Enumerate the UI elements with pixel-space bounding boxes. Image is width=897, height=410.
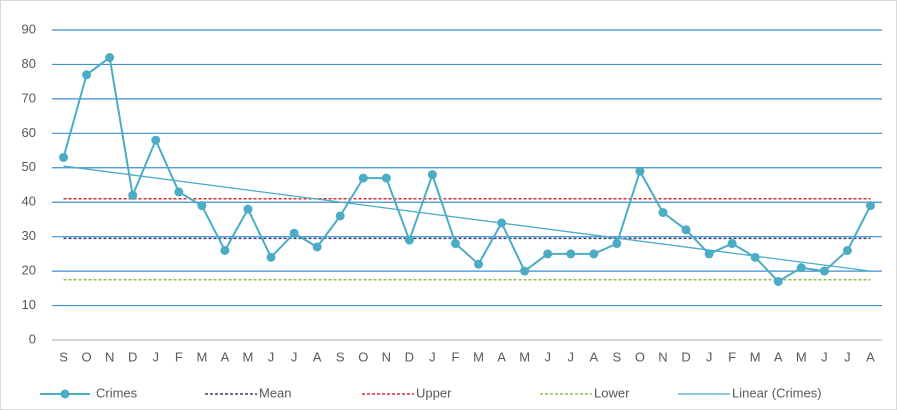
data-point (773, 276, 783, 286)
data-point (819, 266, 829, 276)
x-tick-label: J (706, 349, 713, 364)
data-point (727, 239, 737, 249)
x-tick-label: M (796, 349, 807, 364)
x-tick-label: J (821, 349, 828, 364)
data-point (335, 211, 345, 221)
x-tick-label: J (153, 349, 160, 364)
x-tick-label: A (866, 349, 875, 364)
data-point (427, 170, 437, 180)
x-tick-label: M (519, 349, 530, 364)
data-point (59, 152, 69, 162)
data-point (174, 187, 184, 197)
data-point (612, 239, 622, 249)
y-tick-label: 60 (22, 125, 36, 140)
x-tick-label: J (291, 349, 298, 364)
x-tick-label: N (105, 349, 114, 364)
x-tick-label: S (336, 349, 345, 364)
legend-label: Crimes (96, 385, 138, 400)
x-tick-label: F (175, 349, 183, 364)
data-point (289, 228, 299, 238)
data-point (796, 263, 806, 273)
y-tick-label: 0 (29, 331, 36, 346)
data-point (381, 173, 391, 183)
x-tick-label: N (382, 349, 391, 364)
data-point (404, 235, 414, 245)
y-tick-label: 30 (22, 228, 36, 243)
x-tick-label: D (405, 349, 414, 364)
x-tick-label: F (728, 349, 736, 364)
x-tick-label: A (313, 349, 322, 364)
data-point (243, 204, 253, 214)
data-point (220, 245, 230, 255)
x-tick-label: D (128, 349, 137, 364)
x-tick-label: J (544, 349, 551, 364)
data-point (750, 252, 760, 262)
data-point (497, 218, 507, 228)
data-point (474, 259, 484, 269)
x-tick-label: J (429, 349, 436, 364)
legend-label: Linear (Crimes) (732, 385, 822, 400)
data-point (82, 70, 92, 80)
data-point (589, 249, 599, 259)
data-point (128, 190, 138, 200)
x-tick-label: O (358, 349, 368, 364)
x-tick-label: M (196, 349, 207, 364)
legend-label: Mean (259, 385, 292, 400)
x-tick-label: J (268, 349, 275, 364)
x-tick-label: O (82, 349, 92, 364)
data-point (865, 201, 875, 211)
y-tick-label: 50 (22, 159, 36, 174)
data-point (658, 208, 668, 218)
x-tick-label: N (658, 349, 667, 364)
data-point (105, 53, 115, 63)
data-point (450, 239, 460, 249)
y-tick-label: 10 (22, 297, 36, 312)
x-tick-label: D (681, 349, 690, 364)
x-tick-label: A (774, 349, 783, 364)
legend-label: Lower (594, 385, 630, 400)
data-point (266, 252, 276, 262)
y-tick-label: 90 (22, 21, 36, 36)
legend-label: Upper (416, 385, 452, 400)
x-tick-label: J (844, 349, 851, 364)
x-tick-label: M (243, 349, 254, 364)
x-tick-label: M (750, 349, 761, 364)
y-tick-label: 20 (22, 263, 36, 278)
legend-swatch (60, 389, 70, 399)
x-tick-label: A (221, 349, 230, 364)
x-tick-label: A (589, 349, 598, 364)
data-point (842, 245, 852, 255)
x-tick-label: S (613, 349, 622, 364)
x-tick-label: J (568, 349, 575, 364)
data-point (312, 242, 322, 252)
data-point (520, 266, 530, 276)
x-tick-label: A (497, 349, 506, 364)
x-tick-label: O (635, 349, 645, 364)
data-point (681, 225, 691, 235)
data-point (358, 173, 368, 183)
y-tick-label: 70 (22, 90, 36, 105)
trendline (63, 165, 871, 272)
x-tick-label: F (451, 349, 459, 364)
y-tick-label: 80 (22, 56, 36, 71)
y-tick-label: 40 (22, 194, 36, 209)
data-point (543, 249, 553, 259)
data-point (151, 135, 161, 145)
data-point (197, 201, 207, 211)
data-point (635, 166, 645, 176)
x-tick-label: S (59, 349, 68, 364)
x-tick-label: M (473, 349, 484, 364)
data-point (566, 249, 576, 259)
data-point (704, 249, 714, 259)
